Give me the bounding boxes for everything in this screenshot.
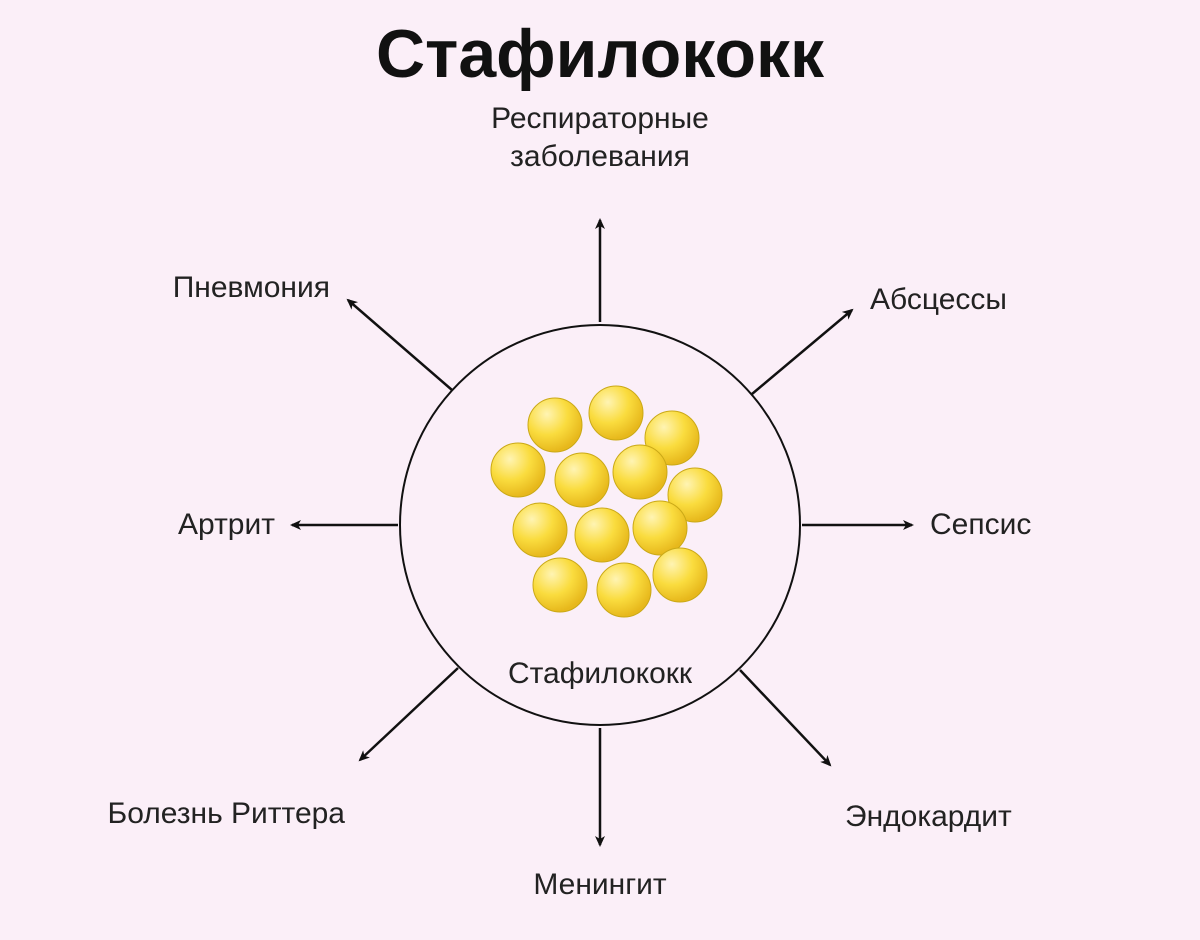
label-abscess: Абсцессы bbox=[870, 281, 1200, 319]
label-meningitis: Менингит bbox=[420, 866, 780, 904]
bacteria-dot bbox=[575, 508, 629, 562]
bacteria-dot bbox=[555, 453, 609, 507]
label-endocarditis: Эндокардит bbox=[845, 798, 1200, 836]
label-ritter: Болезнь Риттера bbox=[0, 795, 345, 833]
bacteria-dot bbox=[533, 558, 587, 612]
bacteria-dot bbox=[528, 398, 582, 452]
diagram-title: Стафилококк bbox=[0, 15, 1200, 93]
bacteria-dot bbox=[653, 548, 707, 602]
label-pneumonia: Пневмония bbox=[0, 269, 330, 307]
bacteria-dot bbox=[589, 386, 643, 440]
diagram-canvas: Стафилококк Стафилококк Респираторные за… bbox=[0, 0, 1200, 940]
bacteria-dot bbox=[613, 445, 667, 499]
label-arthritis: Артрит bbox=[0, 506, 275, 544]
bacteria-dot bbox=[633, 501, 687, 555]
label-sepsis: Сепсис bbox=[930, 506, 1200, 544]
bacteria-dot bbox=[491, 443, 545, 497]
bacteria-dot bbox=[513, 503, 567, 557]
label-respiratory: Респираторные заболевания bbox=[420, 100, 780, 175]
center-label: Стафилококк bbox=[450, 655, 750, 693]
bacteria-dot bbox=[597, 563, 651, 617]
